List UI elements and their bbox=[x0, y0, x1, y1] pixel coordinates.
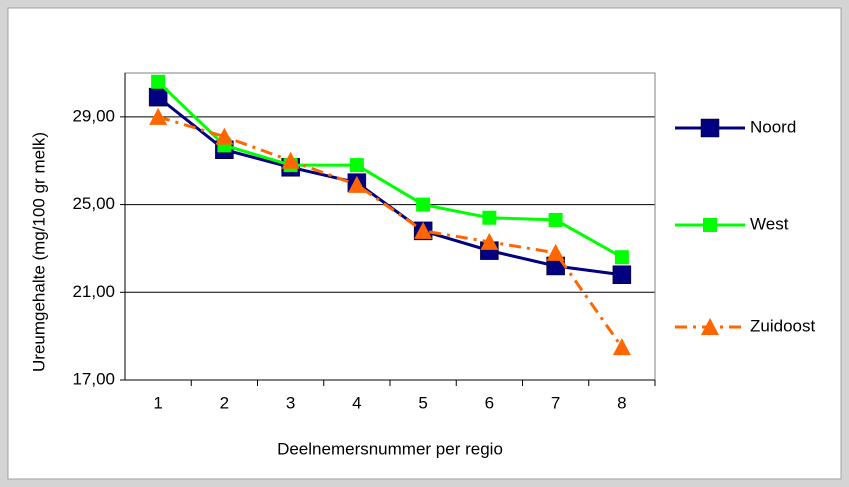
data-point bbox=[414, 221, 433, 239]
legend-marker bbox=[703, 218, 717, 232]
series-line bbox=[157, 115, 624, 348]
x-tick-label: 4 bbox=[352, 393, 361, 412]
data-point bbox=[548, 212, 563, 227]
x-tick-label: 5 bbox=[418, 393, 427, 412]
legend-label: West bbox=[750, 214, 789, 233]
x-tick-label: 1 bbox=[153, 393, 162, 412]
data-point bbox=[149, 107, 168, 125]
legend-marker bbox=[701, 318, 719, 335]
data-point bbox=[148, 87, 168, 107]
x-axis-label: Deelnemersnummer per regio bbox=[277, 439, 503, 458]
data-point bbox=[349, 158, 364, 173]
series-line bbox=[157, 80, 623, 259]
x-tick-label: 2 bbox=[220, 393, 229, 412]
data-point bbox=[546, 243, 565, 261]
x-tick-label: 6 bbox=[485, 393, 494, 412]
legend-label: Zuidoost bbox=[750, 316, 815, 335]
data-point bbox=[614, 250, 629, 265]
data-point bbox=[612, 265, 632, 284]
y-axis-label: Ureumgehalte (mg/100 gr melk) bbox=[29, 132, 48, 372]
data-point bbox=[281, 151, 300, 169]
y-tick-label: 21,00 bbox=[72, 282, 115, 301]
y-tick-label: 25,00 bbox=[72, 194, 115, 213]
x-tick-label: 8 bbox=[617, 393, 626, 412]
legend-label: Noord bbox=[750, 117, 796, 136]
y-tick-label: 17,00 bbox=[72, 369, 115, 388]
data-point bbox=[480, 232, 499, 250]
x-tick-label: 7 bbox=[551, 393, 560, 412]
legend-marker bbox=[700, 118, 720, 138]
data-point bbox=[416, 197, 431, 212]
chart-area bbox=[7, 7, 842, 480]
data-point bbox=[215, 127, 234, 145]
data-point bbox=[612, 338, 631, 356]
y-tick-label: 29,00 bbox=[72, 106, 115, 125]
data-point bbox=[347, 175, 366, 193]
data-point bbox=[482, 210, 497, 225]
x-tick-label: 3 bbox=[286, 393, 295, 412]
data-point bbox=[151, 74, 166, 89]
